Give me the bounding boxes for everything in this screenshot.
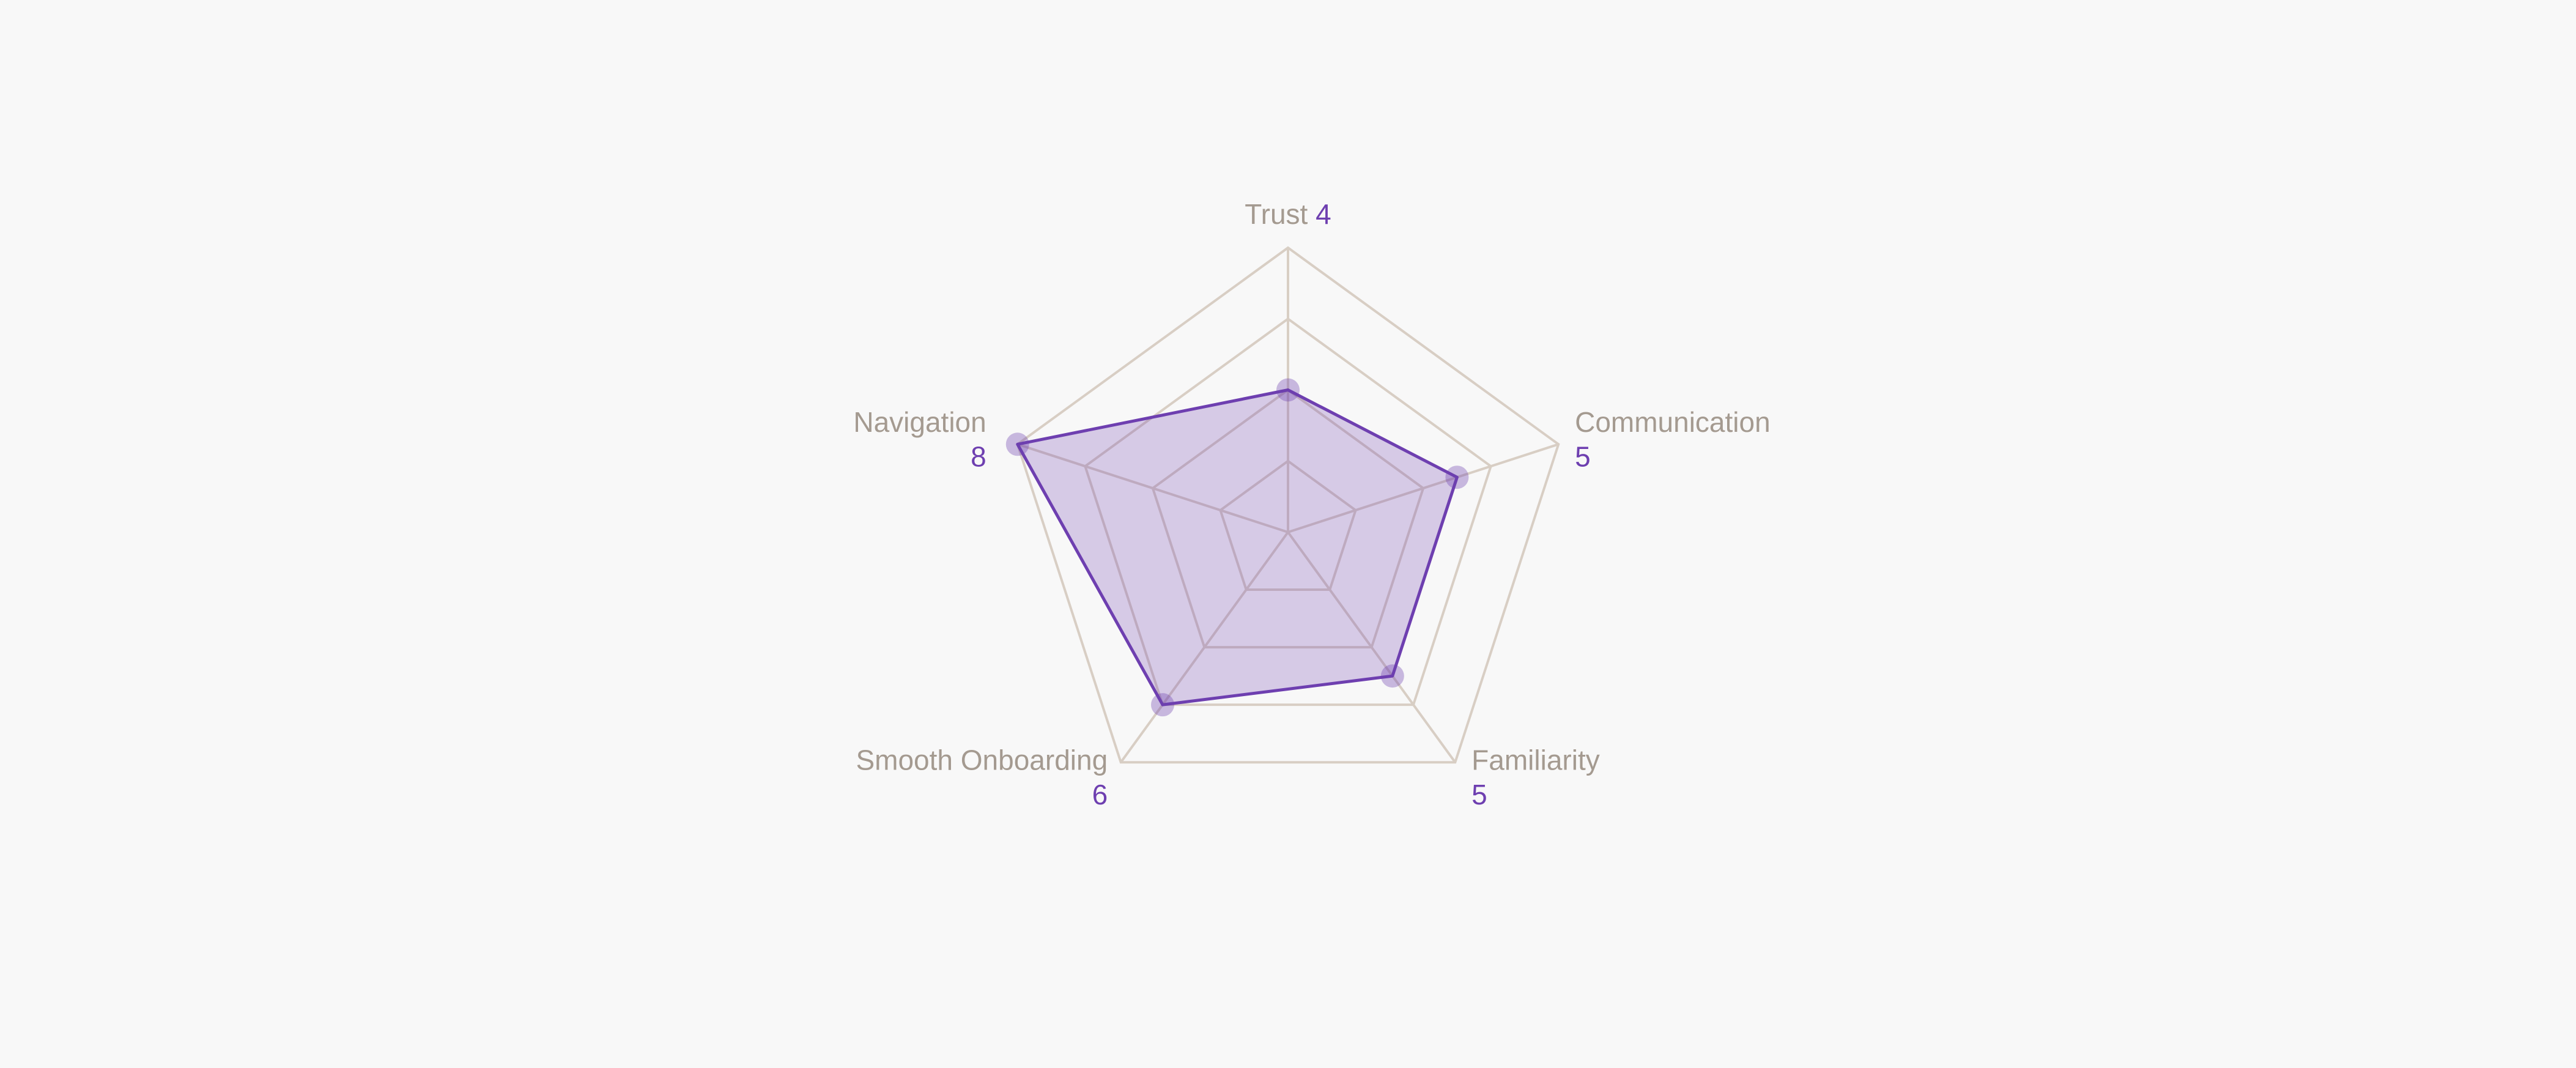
grid-ring <box>1151 388 1425 649</box>
spoke <box>1287 443 1559 533</box>
grid-ring <box>1083 317 1493 706</box>
value-label: 8 <box>971 441 986 473</box>
data-point <box>1151 693 1175 717</box>
data-point <box>1005 432 1029 456</box>
axis-label-group: Trust 4 <box>1245 198 1331 230</box>
axis-label: Trust <box>1245 198 1308 230</box>
axis-label: Smooth Onboarding <box>856 744 1108 776</box>
grid-ring <box>1219 459 1357 591</box>
data-point <box>1276 378 1300 402</box>
value-label: 5 <box>1471 779 1487 810</box>
axis-label: Navigation <box>853 406 986 438</box>
data-point <box>1380 664 1404 688</box>
grid-ring <box>1016 246 1560 764</box>
axis-label: Communication <box>1575 406 1771 438</box>
data-area <box>1016 388 1459 706</box>
value-label: 5 <box>1575 441 1591 473</box>
spoke <box>1287 531 1456 763</box>
axis-label: Familiarity <box>1471 744 1600 776</box>
value-label: 4 <box>1316 198 1331 230</box>
value-label: 6 <box>1092 779 1108 810</box>
spoke <box>1017 443 1289 533</box>
spoke <box>1120 531 1289 763</box>
data-point <box>1445 465 1469 489</box>
